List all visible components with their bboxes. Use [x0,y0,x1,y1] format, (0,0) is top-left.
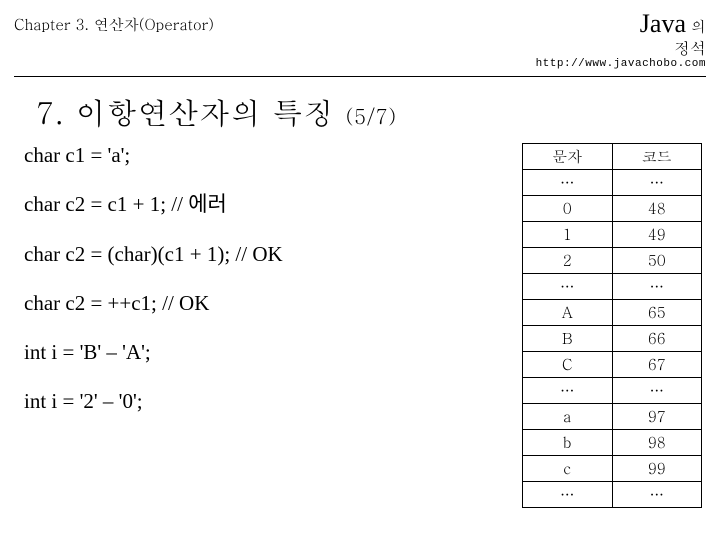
table-row: …… [523,274,702,300]
cell-char: b [523,430,613,456]
content: char c1 = 'a'; char c2 = c1 + 1; // 에러 c… [0,133,720,508]
code-column: char c1 = 'a'; char c2 = c1 + 1; // 에러 c… [24,143,522,508]
cell-char: 2 [523,248,613,274]
cell-char: … [523,378,613,404]
col-char: 문자 [523,144,613,170]
cell-code: 49 [612,222,702,248]
cell-char: c [523,456,613,482]
table-row: C67 [523,352,702,378]
code-line: char c1 = 'a'; [24,143,522,168]
cell-code: 97 [612,404,702,430]
cell-char: … [523,482,613,508]
cell-code: 65 [612,300,702,326]
cell-code: 98 [612,430,702,456]
cell-code: … [612,378,702,404]
cell-char: B [523,326,613,352]
section-title: 7. 이항연산자의 특징 (5/7) [0,77,720,133]
table-header-row: 문자 코드 [523,144,702,170]
table-row: c99 [523,456,702,482]
header: Chapter 3. 연산자(Operator) Java 의 정석 http:… [0,0,720,70]
code-line: char c2 = (char)(c1 + 1); // OK [24,242,522,267]
cell-code: … [612,482,702,508]
cell-code: … [612,274,702,300]
code-line: int i = '2' – '0'; [24,389,522,414]
cell-char: 0 [523,196,613,222]
section-number: 7. [36,91,65,133]
table-row: A65 [523,300,702,326]
table-row: …… [523,378,702,404]
brand-sub2: 정석 [536,39,706,57]
table-row: …… [523,482,702,508]
cell-code: … [612,170,702,196]
code-line: char c2 = c1 + 1; // 에러 [24,192,522,217]
cell-char: 1 [523,222,613,248]
brand-line1: Java 의 [536,10,706,39]
cell-char: a [523,404,613,430]
table-row: 250 [523,248,702,274]
table-row: 149 [523,222,702,248]
chapter-label: Chapter 3. 연산자(Operator) [14,10,214,35]
table-column: 문자 코드 ……048149250……A65B66C67……a97b98c99…… [522,143,702,508]
table-row: …… [523,170,702,196]
cell-code: 48 [612,196,702,222]
cell-code: 66 [612,326,702,352]
table-row: b98 [523,430,702,456]
brand: Java 의 정석 http://www.javachobo.com [536,10,706,70]
brand-sub1: 의 [691,16,706,37]
table-body: ……048149250……A65B66C67……a97b98c99…… [523,170,702,508]
code-line: char c2 = ++c1; // OK [24,291,522,316]
brand-java: Java [640,9,686,38]
cell-code: 99 [612,456,702,482]
section-sub: (5/7) [346,101,397,130]
cell-char: … [523,170,613,196]
cell-char: A [523,300,613,326]
ascii-table: 문자 코드 ……048149250……A65B66C67……a97b98c99…… [522,143,702,508]
cell-char: C [523,352,613,378]
table-row: a97 [523,404,702,430]
cell-char: … [523,274,613,300]
table-row: 048 [523,196,702,222]
brand-url: http://www.javachobo.com [536,58,706,70]
col-code: 코드 [612,144,702,170]
cell-code: 50 [612,248,702,274]
cell-code: 67 [612,352,702,378]
table-row: B66 [523,326,702,352]
code-line: int i = 'B' – 'A'; [24,340,522,365]
section-text: 이항연산자의 특징 [76,91,335,133]
